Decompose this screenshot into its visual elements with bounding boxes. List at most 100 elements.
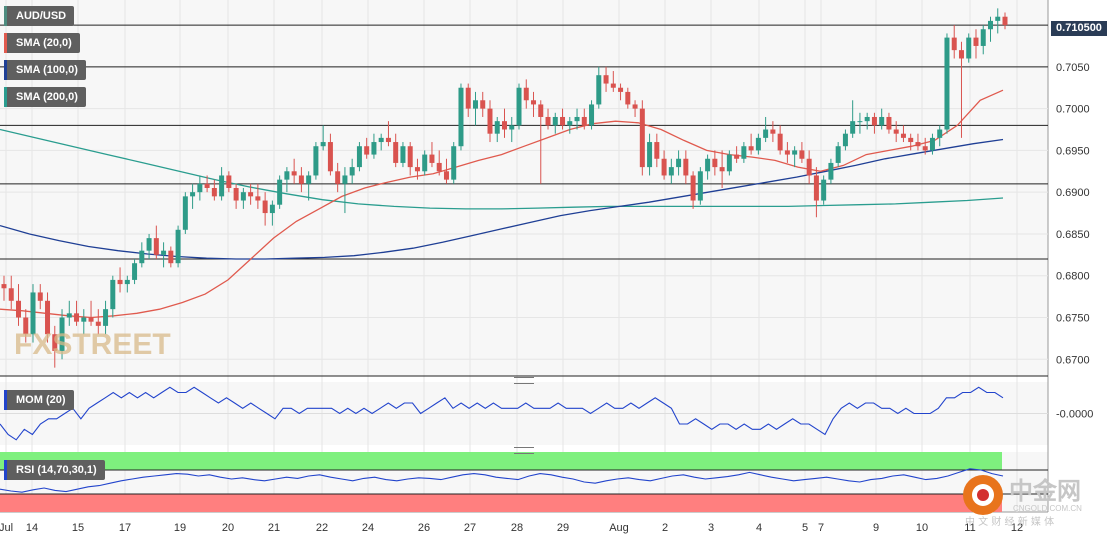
candle-body — [712, 158, 718, 168]
x-tick-label: 9 — [873, 522, 879, 534]
candle-body — [987, 20, 993, 30]
candle-body — [951, 37, 957, 51]
rsi-line — [0, 468, 1004, 493]
sma20-swatch — [4, 33, 7, 53]
candle-body — [30, 292, 36, 335]
mom-y-tick-label: -0.0000 — [1056, 409, 1093, 421]
panel-resize-handle-2[interactable] — [514, 447, 534, 454]
candle-body — [66, 313, 72, 318]
sma20-line-group — [0, 89, 1004, 319]
chart-background — [0, 0, 1049, 513]
candle-body — [23, 317, 29, 335]
candle-body — [45, 300, 51, 335]
candle-body — [567, 121, 573, 126]
candle-body — [784, 150, 790, 155]
candle-body — [472, 100, 478, 109]
candle-body — [625, 91, 631, 105]
candle-body — [719, 167, 725, 172]
mom-tag[interactable]: MOM (20) — [4, 390, 74, 410]
candle-body — [647, 142, 653, 168]
candle-body — [349, 167, 355, 176]
candle-body — [269, 204, 275, 214]
candle-body — [799, 150, 805, 159]
symbol-label: AUD/USD — [16, 10, 67, 22]
candle-body — [1, 284, 7, 289]
x-tick-label: Jul — [0, 522, 13, 534]
candle-body — [37, 292, 43, 301]
sma20-tag[interactable]: SMA (20,0) — [4, 33, 80, 53]
candle-body — [697, 171, 703, 201]
candle-body — [88, 317, 94, 322]
candle-body — [175, 229, 181, 264]
x-tick-label: 28 — [511, 522, 523, 534]
candle-body — [676, 158, 682, 168]
y-tick-label: 0.7000 — [1056, 104, 1090, 116]
candle-body — [523, 87, 529, 101]
candle-body — [117, 279, 123, 285]
candle-body — [284, 171, 290, 180]
candle-body — [59, 317, 65, 351]
candle-body — [763, 129, 769, 138]
cngold-brand-text: 中金网 — [1009, 477, 1081, 505]
candle-body — [153, 238, 159, 255]
candle-body — [385, 137, 391, 143]
candle-body — [502, 121, 507, 130]
rsi-label: RSI (14,70,30,1) — [16, 464, 97, 476]
candle-body — [980, 29, 986, 46]
x-tick-label: 11 — [964, 522, 975, 534]
candle-body — [480, 100, 486, 109]
panel-resize-handle-1[interactable] — [514, 377, 534, 384]
current-price-tag: 0.710500 — [1051, 21, 1107, 36]
sma200-line-group — [0, 128, 1004, 210]
candle-body — [842, 133, 848, 147]
candle-body — [8, 288, 14, 301]
candle-body — [74, 313, 80, 322]
candle-body — [944, 37, 950, 130]
cngold-sub-text: 中 文 财 经 新 媒 体 — [965, 515, 1054, 528]
rsi-tag[interactable]: RSI (14,70,30,1) — [4, 460, 105, 480]
candle-body — [132, 263, 138, 280]
candle-body — [168, 250, 174, 264]
axes: Jul 14 15 17 19 20 21 22 24 26 27 28 29 Aug 2 3 4 5 7 9 10 11… — [0, 62, 1093, 534]
candle-body — [306, 175, 312, 184]
candle-body — [871, 116, 877, 126]
candle-body — [538, 104, 544, 117]
rsi-oversold-zone — [0, 494, 1002, 512]
candle-body — [342, 175, 348, 184]
candle-body — [929, 137, 935, 151]
x-tick-label: 15 — [72, 522, 84, 534]
x-tick-label: 22 — [316, 522, 328, 534]
sma100-tag[interactable]: SMA (100,0) — [4, 60, 86, 80]
candle-body — [581, 116, 587, 126]
x-tick-label: 26 — [418, 522, 430, 534]
candle-body — [734, 154, 740, 159]
candle-body — [81, 317, 87, 322]
candle-body — [995, 16, 1001, 21]
candle-body — [741, 146, 747, 159]
candle-body — [937, 129, 943, 138]
y-tick-label: 0.6850 — [1056, 229, 1090, 241]
candle-body — [560, 116, 566, 126]
y-tick-label: 0.6900 — [1056, 187, 1090, 199]
candle-body — [400, 146, 406, 163]
candle-body — [110, 279, 116, 310]
rsi-overbought-zone — [0, 452, 1002, 470]
x-tick-label: 19 — [174, 522, 186, 534]
candle-body — [52, 334, 58, 351]
x-tick-label: 21 — [268, 522, 280, 534]
candle-body — [683, 158, 689, 176]
candle-body — [161, 250, 167, 255]
candle-body — [124, 279, 130, 285]
symbol-tag[interactable]: AUD/USD — [4, 6, 75, 26]
x-tick-label: 29 — [557, 522, 569, 534]
rsi-swatch — [4, 460, 7, 480]
candle-body — [197, 183, 203, 193]
candle-body — [451, 146, 457, 180]
x-tick-label: 24 — [362, 522, 374, 534]
y-tick-label: 0.6750 — [1056, 313, 1090, 325]
sma200-tag[interactable]: SMA (200,0) — [4, 87, 86, 107]
candle-body — [610, 83, 616, 88]
candle-body — [371, 142, 377, 155]
candle-body — [958, 50, 964, 59]
x-tick-label: 20 — [222, 522, 234, 534]
